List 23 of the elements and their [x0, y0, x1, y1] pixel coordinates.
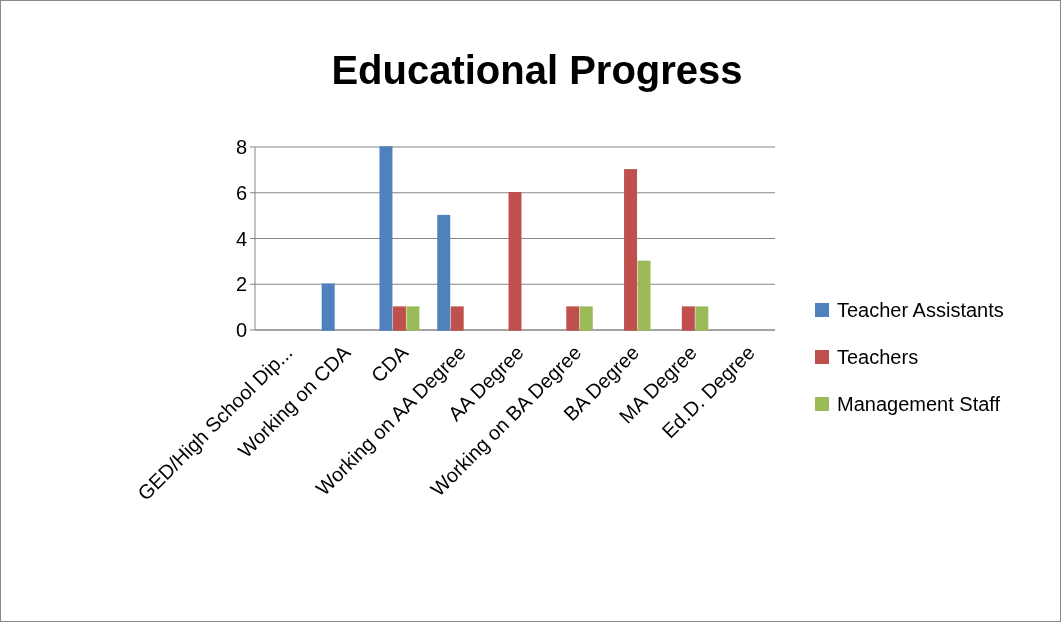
- bar: [437, 214, 451, 331]
- bar: [379, 146, 393, 331]
- bar: [406, 306, 420, 331]
- bar: [508, 192, 522, 331]
- bar: [637, 260, 651, 331]
- bar: [392, 306, 406, 331]
- legend-label: Management Staff: [837, 393, 1001, 415]
- bar: [566, 306, 580, 331]
- y-tick-label: 2: [235, 273, 247, 296]
- legend-label: Teachers: [837, 346, 919, 368]
- bar: [579, 306, 593, 331]
- legend-label: Teacher Assistants: [837, 299, 1004, 321]
- y-tick-label: 4: [235, 227, 247, 250]
- bar: [624, 169, 638, 331]
- y-tick-label: 6: [235, 181, 247, 204]
- bar: [450, 306, 464, 331]
- bar: [695, 306, 709, 331]
- chart-title: Educational Progress: [331, 48, 743, 92]
- bar: [681, 306, 695, 331]
- y-tick-label: 0: [235, 319, 247, 341]
- y-tick-label: 8: [235, 136, 247, 158]
- bar: [321, 283, 335, 331]
- x-tick-label: CDA: [366, 340, 413, 387]
